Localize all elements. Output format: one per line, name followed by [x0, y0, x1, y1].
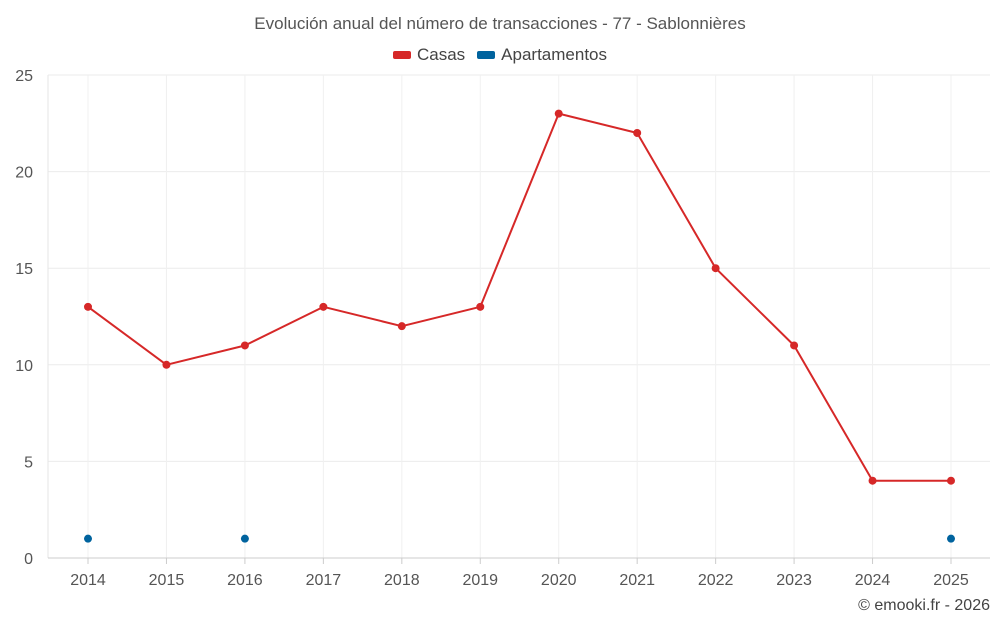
series [84, 109, 955, 543]
legend-swatch-casas [392, 51, 411, 59]
legend-item-apartamentos[interactable]: Apartamentos [477, 45, 607, 65]
x-tick-label: 2018 [384, 572, 420, 589]
grid [48, 74, 990, 558]
data-point-casas [554, 109, 563, 118]
data-point-casas [240, 341, 249, 350]
credit: © emooki.fr - 2026 [858, 597, 990, 614]
legend-item-casas[interactable]: Casas [392, 45, 466, 65]
y-tick-label: 0 [24, 551, 33, 568]
y-tick-label: 5 [24, 454, 33, 471]
x-tick-label: 2023 [776, 572, 812, 589]
chart-title: Evolución anual del número de transaccio… [254, 14, 746, 33]
x-tick-label: 2021 [619, 572, 655, 589]
series-line-casas [87, 112, 951, 482]
x-tick-label: 2015 [149, 572, 185, 589]
x-tick-label: 2020 [541, 572, 577, 589]
data-point-casas [790, 341, 799, 350]
data-point-casas [947, 476, 955, 485]
data-point-apartamentos [84, 534, 92, 543]
data-point-casas [868, 476, 877, 485]
data-point-casas [84, 302, 92, 311]
data-point-apartamentos [240, 534, 249, 543]
x-tick-label: 2019 [462, 572, 498, 589]
legend-swatch-apartamentos [477, 51, 496, 59]
data-point-casas [711, 264, 720, 273]
x-tick-label: 2024 [855, 572, 891, 589]
x-tick-label: 2025 [933, 572, 969, 589]
y-tick-label: 25 [15, 68, 33, 85]
data-point-casas [319, 302, 328, 311]
y-tick-label: 10 [15, 358, 33, 375]
data-point-casas [397, 322, 406, 331]
data-point-casas [162, 360, 171, 369]
y-tick-label: 20 [15, 165, 33, 182]
data-point-casas [633, 128, 642, 137]
x-tick-label: 2017 [306, 572, 342, 589]
x-tick-label: 2014 [70, 572, 106, 589]
y-tick-label: 15 [15, 261, 33, 278]
legend: Casas Apartamentos [0, 45, 1000, 65]
data-point-casas [476, 302, 485, 311]
x-tick-label: 2022 [698, 572, 734, 589]
data-point-apartamentos [947, 534, 955, 543]
legend-label-casas: Casas [416, 45, 466, 64]
x-tick-label: 2016 [227, 572, 263, 589]
legend-label-apartamentos: Apartamentos [501, 45, 608, 64]
